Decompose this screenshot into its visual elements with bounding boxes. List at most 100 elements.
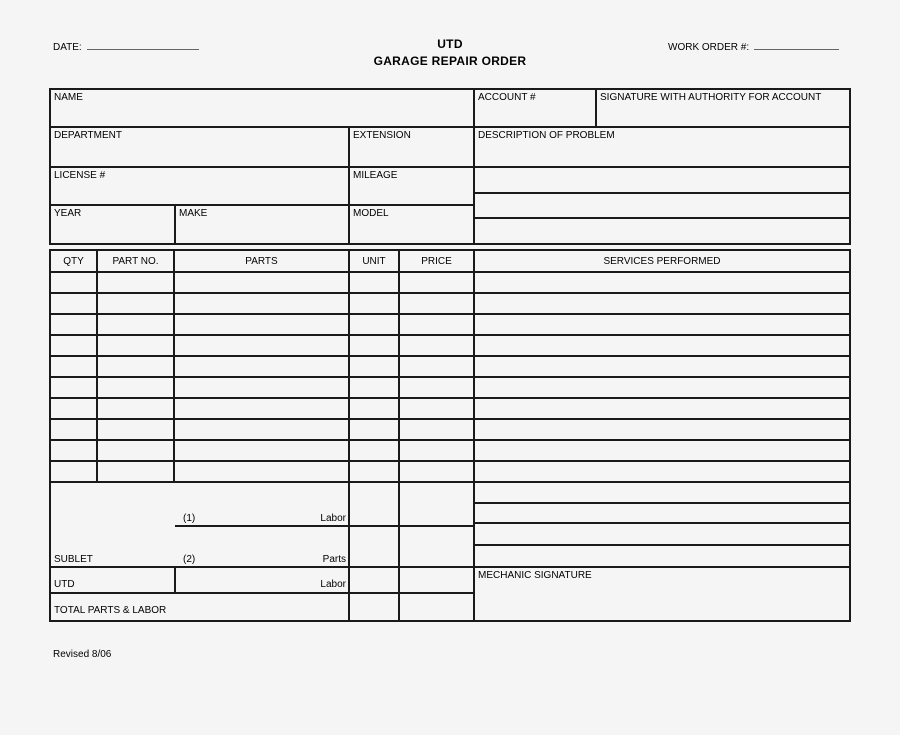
parts-row-unit-cell[interactable] (350, 462, 400, 481)
name-cell[interactable]: NAME (51, 90, 475, 126)
parts-row-parts-cell[interactable] (175, 420, 350, 439)
parts-row-services-cell[interactable] (475, 441, 849, 460)
parts-row-services-cell[interactable] (475, 420, 849, 439)
parts-row-qty-cell[interactable] (51, 441, 98, 460)
parts-row-qty-cell[interactable] (51, 315, 98, 334)
parts-2-label: Parts (322, 554, 346, 565)
price-amount-cell[interactable] (400, 568, 473, 594)
parts-row-parts-cell[interactable] (175, 357, 350, 376)
price-amount-cell[interactable] (400, 594, 473, 620)
parts-row-parts-cell[interactable] (175, 273, 350, 292)
make-cell[interactable]: MAKE (176, 206, 350, 243)
parts-row-qty-cell[interactable] (51, 420, 98, 439)
description-of-problem-cell[interactable]: DESCRIPTION OF PROBLEM (475, 128, 849, 168)
work-order-fill-line[interactable] (754, 39, 840, 50)
parts-table-row (51, 315, 849, 336)
parts-row-parts-cell[interactable] (175, 462, 350, 481)
date-fill-line[interactable] (86, 39, 199, 50)
parts-row-parts-cell[interactable] (175, 399, 350, 418)
parts-row-qty-cell[interactable] (51, 462, 98, 481)
parts-row-part-no-cell[interactable] (98, 378, 175, 397)
year-cell[interactable]: YEAR (51, 206, 176, 243)
parts-row-services-cell[interactable] (475, 315, 849, 334)
parts-row-unit-cell[interactable] (350, 294, 400, 313)
parts-row-unit-cell[interactable] (350, 441, 400, 460)
parts-row-part-no-cell[interactable] (98, 462, 175, 481)
parts-row-services-cell[interactable] (475, 462, 849, 481)
parts-row-price-cell[interactable] (400, 378, 475, 397)
total-parts-labor-cell[interactable]: TOTAL PARTS & LABOR (51, 594, 348, 620)
parts-row-part-no-cell[interactable] (98, 420, 175, 439)
description-blank-row[interactable] (475, 194, 849, 219)
parts-row-unit-cell[interactable] (350, 315, 400, 334)
parts-row-part-no-cell[interactable] (98, 399, 175, 418)
utd-labor-cell[interactable]: Labor (176, 568, 348, 592)
parts-row-price-cell[interactable] (400, 420, 475, 439)
info-row-1: NAME ACCOUNT # SIGNATURE WITH AUTHORITY … (51, 90, 849, 128)
utd-cell[interactable]: UTD (51, 568, 176, 592)
parts-row-qty-cell[interactable] (51, 294, 98, 313)
parts-row-qty-cell[interactable] (51, 357, 98, 376)
parts-row-price-cell[interactable] (400, 336, 475, 355)
unit-amount-cell[interactable] (350, 483, 398, 527)
description-blank-row[interactable] (475, 168, 849, 194)
labor-1-number: (1) (183, 513, 196, 524)
department-cell[interactable]: DEPARTMENT (51, 128, 350, 166)
services-blank-row[interactable] (475, 546, 849, 568)
parts-row-part-no-cell[interactable] (98, 315, 175, 334)
parts-row-unit-cell[interactable] (350, 336, 400, 355)
parts-row-services-cell[interactable] (475, 294, 849, 313)
parts-row-qty-cell[interactable] (51, 336, 98, 355)
parts-row-qty-cell[interactable] (51, 273, 98, 292)
unit-amount-cell[interactable] (350, 527, 398, 568)
parts-row-price-cell[interactable] (400, 441, 475, 460)
parts-row-unit-cell[interactable] (350, 399, 400, 418)
parts-row-price-cell[interactable] (400, 294, 475, 313)
parts-row-price-cell[interactable] (400, 462, 475, 481)
parts-row-part-no-cell[interactable] (98, 357, 175, 376)
services-blank-row[interactable] (475, 483, 849, 504)
mechanic-signature-cell[interactable]: MECHANIC SIGNATURE (475, 568, 849, 620)
parts-row-price-cell[interactable] (400, 273, 475, 292)
parts-row-services-cell[interactable] (475, 336, 849, 355)
price-amount-cell[interactable] (400, 483, 473, 527)
signature-authority-cell[interactable]: SIGNATURE WITH AUTHORITY FOR ACCOUNT (597, 90, 849, 126)
parts-row-services-cell[interactable] (475, 378, 849, 397)
parts-row-unit-cell[interactable] (350, 357, 400, 376)
parts-row-price-cell[interactable] (400, 357, 475, 376)
parts-row-unit-cell[interactable] (350, 420, 400, 439)
parts-row-parts-cell[interactable] (175, 315, 350, 334)
parts-row-services-cell[interactable] (475, 273, 849, 292)
info-row-2: DEPARTMENT EXTENSION (51, 128, 473, 168)
license-cell[interactable]: LICENSE # (51, 168, 350, 204)
license-label: LICENSE # (54, 170, 106, 181)
parts-row-parts-cell[interactable] (175, 441, 350, 460)
parts-row-part-no-cell[interactable] (98, 441, 175, 460)
unit-column-header: UNIT (350, 251, 400, 271)
price-amount-cell[interactable] (400, 527, 473, 568)
model-cell[interactable]: MODEL (350, 206, 473, 243)
description-blank-row[interactable] (475, 219, 849, 243)
account-cell[interactable]: ACCOUNT # (475, 90, 597, 126)
parts-row-parts-cell[interactable] (175, 336, 350, 355)
parts-row-unit-cell[interactable] (350, 378, 400, 397)
parts-row-parts-cell[interactable] (175, 378, 350, 397)
parts-row-part-no-cell[interactable] (98, 273, 175, 292)
services-blank-row[interactable] (475, 524, 849, 546)
extension-cell[interactable]: EXTENSION (350, 128, 473, 166)
labor-sublet-cell[interactable]: (1) Labor SUBLET (2) Parts (51, 483, 348, 568)
parts-row-part-no-cell[interactable] (98, 336, 175, 355)
parts-row-services-cell[interactable] (475, 357, 849, 376)
mileage-cell[interactable]: MILEAGE (350, 168, 473, 204)
unit-amount-cell[interactable] (350, 568, 398, 594)
parts-row-qty-cell[interactable] (51, 399, 98, 418)
parts-row-price-cell[interactable] (400, 399, 475, 418)
parts-row-qty-cell[interactable] (51, 378, 98, 397)
parts-row-services-cell[interactable] (475, 399, 849, 418)
parts-row-price-cell[interactable] (400, 315, 475, 334)
parts-row-unit-cell[interactable] (350, 273, 400, 292)
unit-amount-cell[interactable] (350, 594, 398, 620)
parts-row-parts-cell[interactable] (175, 294, 350, 313)
services-blank-row[interactable] (475, 504, 849, 524)
parts-row-part-no-cell[interactable] (98, 294, 175, 313)
